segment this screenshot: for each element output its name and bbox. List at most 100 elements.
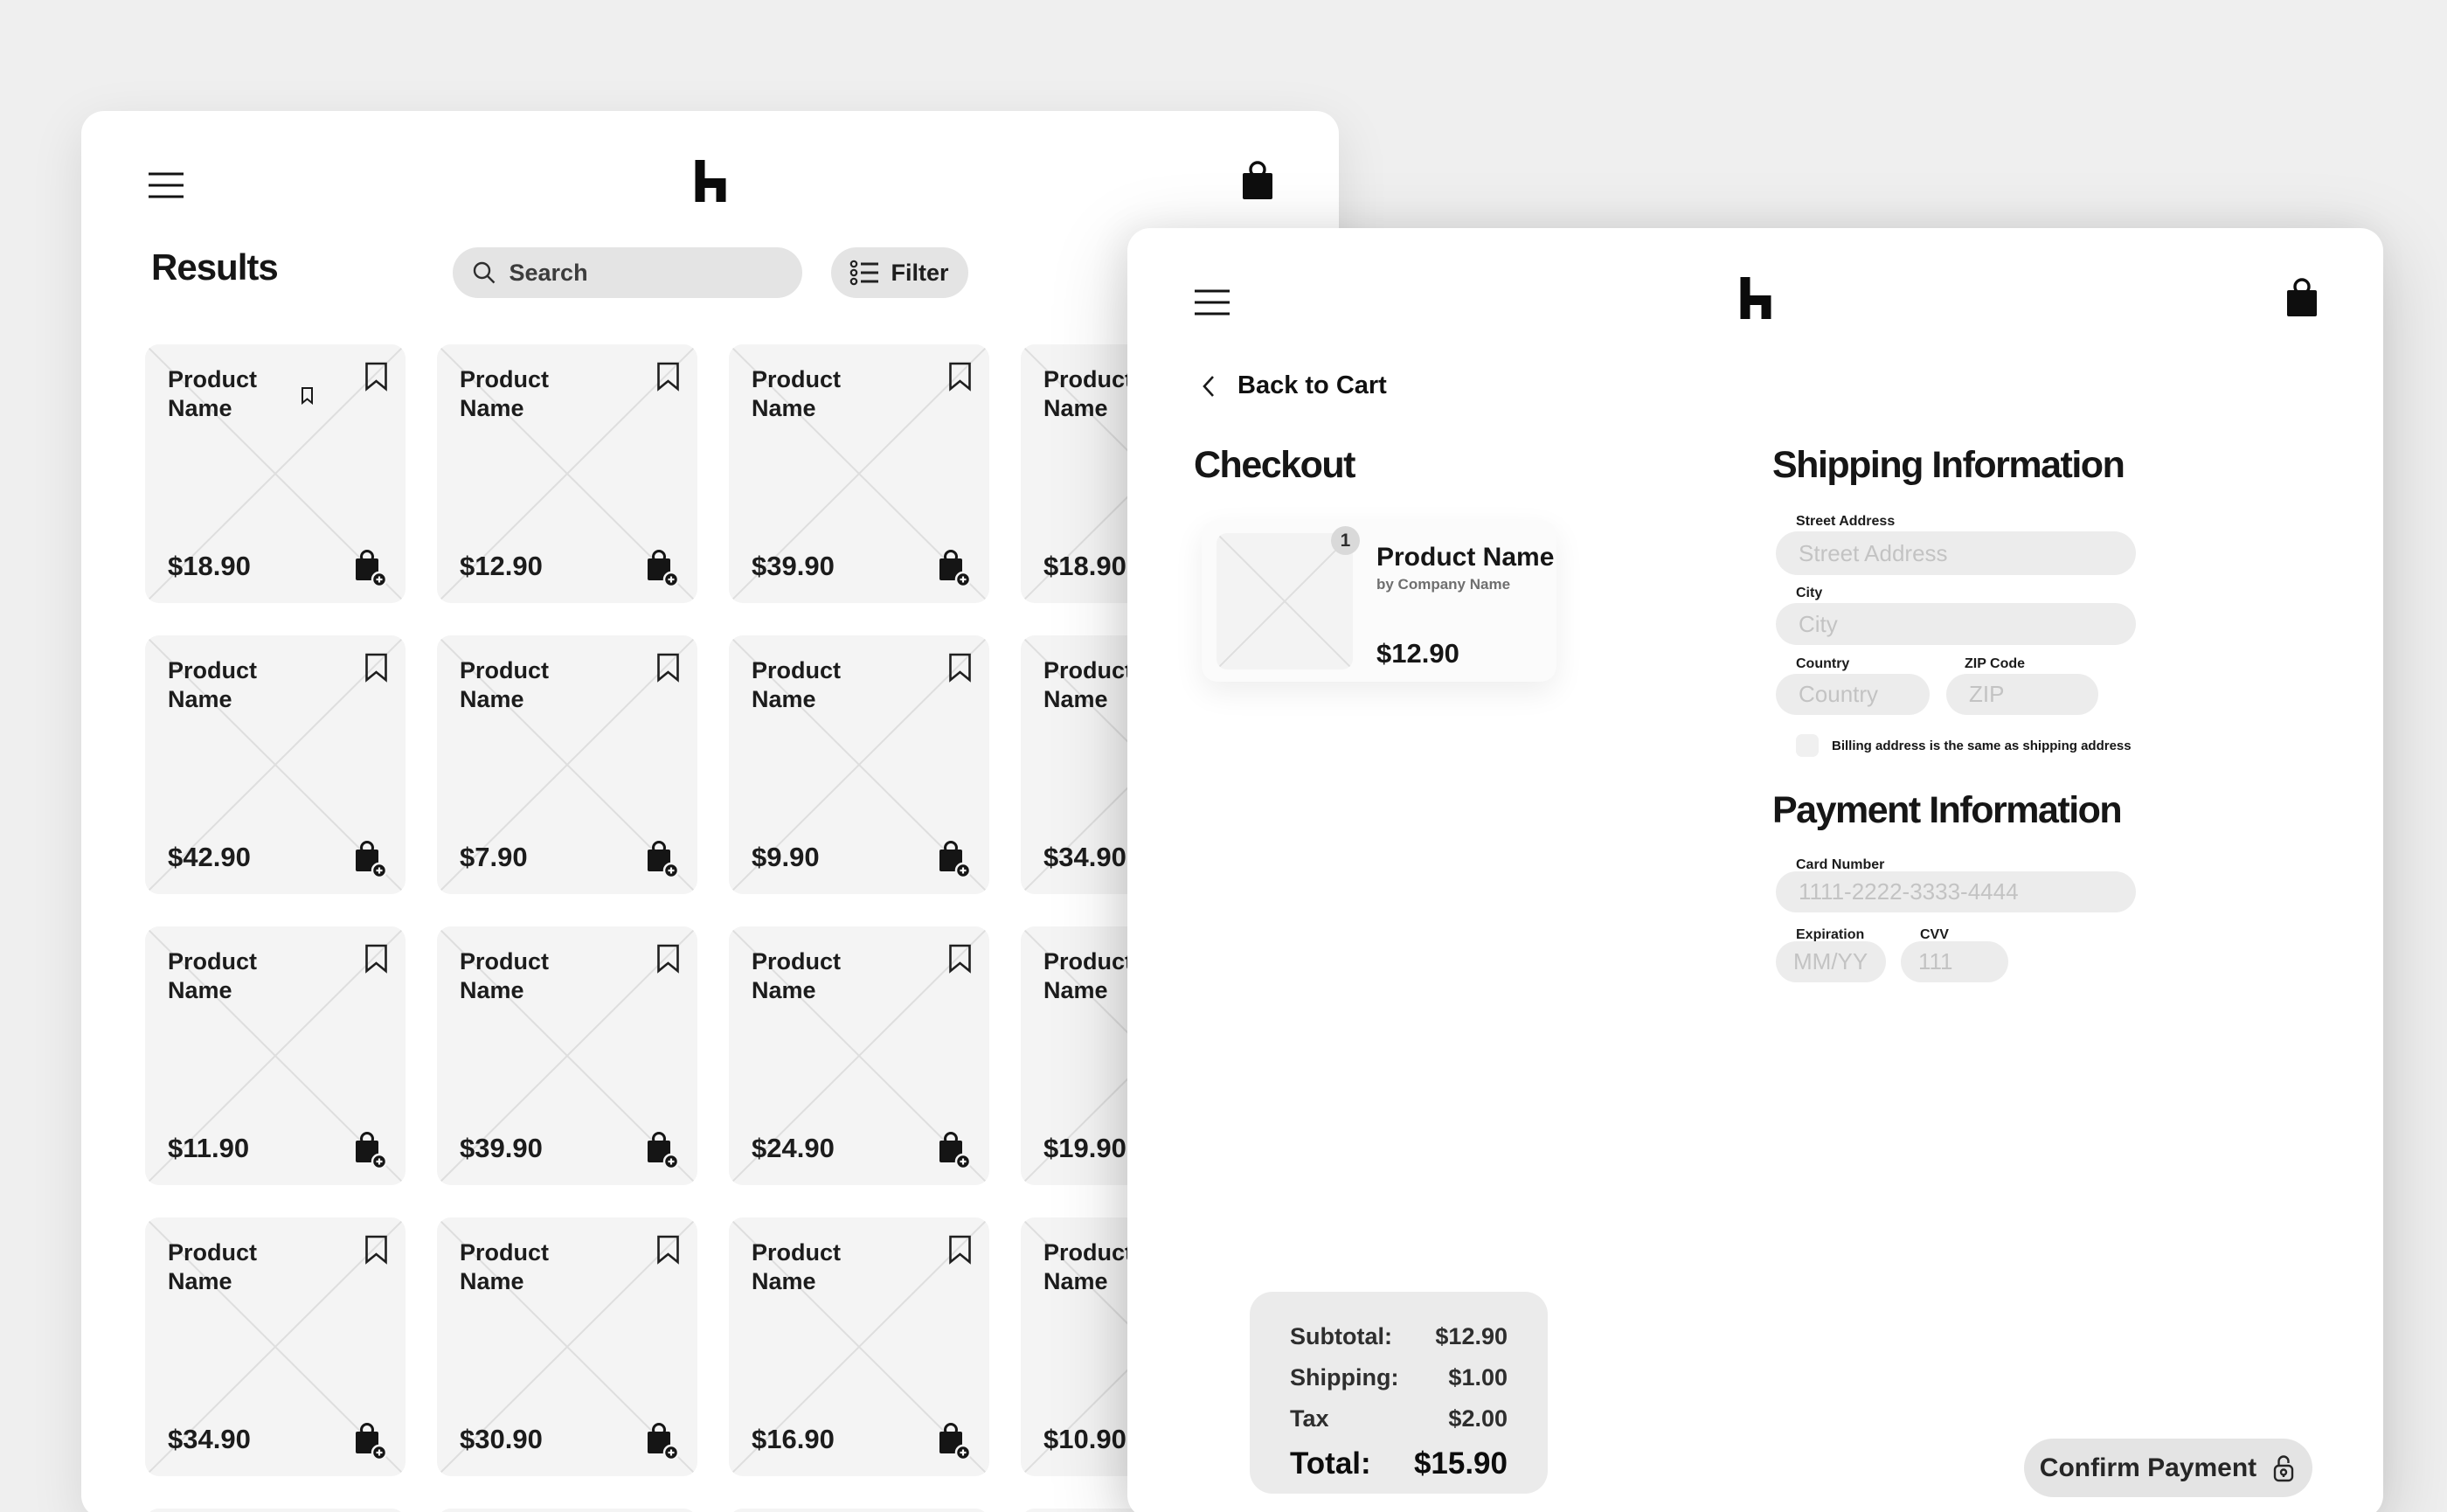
bookmark-icon — [657, 1235, 679, 1265]
product-card[interactable]: Product Name $18.90 — [145, 344, 406, 603]
bookmark-button[interactable] — [948, 944, 972, 974]
bag-add-icon — [356, 1132, 388, 1169]
menu-button[interactable] — [1195, 288, 1230, 316]
chevron-left-icon — [1203, 375, 1214, 397]
menu-button[interactable] — [149, 171, 184, 199]
bookmark-icon — [365, 653, 387, 683]
product-card[interactable]: Product Name $16.90 — [729, 1217, 989, 1476]
bookmark-button[interactable] — [364, 653, 388, 683]
bookmark-button[interactable] — [656, 944, 680, 974]
add-to-bag-button[interactable] — [937, 1131, 972, 1169]
bag-add-icon — [939, 1423, 972, 1460]
tax-label: Tax — [1290, 1405, 1329, 1432]
bookmark-button[interactable] — [364, 944, 388, 974]
product-name: Product Name — [752, 1239, 842, 1294]
tax-value: $2.00 — [1448, 1405, 1508, 1432]
bookmark-button[interactable] — [948, 653, 972, 683]
confirm-payment-button[interactable]: Confirm Payment — [2024, 1439, 2312, 1497]
zip-input[interactable] — [1946, 674, 2098, 715]
product-price: $9.90 — [752, 842, 820, 872]
bookmark-button[interactable] — [364, 1235, 388, 1265]
image-placeholder-x — [729, 1509, 989, 1512]
search-box[interactable] — [452, 247, 802, 298]
product-price: $18.90 — [168, 551, 251, 581]
product-card[interactable]: Product Name $39.90 — [729, 344, 989, 603]
bookmark-icon — [657, 362, 679, 392]
total-label: Total: — [1290, 1446, 1371, 1481]
product-card[interactable]: Product Name $11.90 — [145, 926, 406, 1185]
filter-button[interactable]: Filter — [830, 247, 968, 298]
product-card[interactable]: Product Name $9.90 — [729, 635, 989, 894]
bookmark-button[interactable] — [656, 1235, 680, 1265]
add-to-bag-button[interactable] — [937, 549, 972, 587]
product-card[interactable]: Product Name $24.90 — [729, 926, 989, 1185]
product-price: $42.90 — [168, 842, 251, 872]
summary-row-tax: Tax $2.00 — [1290, 1405, 1508, 1432]
product-card[interactable]: Product Name $39.90 — [437, 926, 697, 1185]
back-to-cart-link[interactable]: Back to Cart — [1203, 371, 1387, 400]
product-card[interactable]: Product Name $34.90 — [145, 1217, 406, 1476]
add-to-bag-button[interactable] — [645, 1131, 680, 1169]
confirm-payment-label: Confirm Payment — [2039, 1453, 2257, 1482]
bookmark-button[interactable] — [948, 1235, 972, 1265]
add-to-bag-button[interactable] — [353, 840, 388, 878]
product-card[interactable]: Product Name $30.90 — [437, 1217, 697, 1476]
product-name: Product Name — [168, 948, 258, 1003]
product-card[interactable]: Product Name $12.90 — [437, 344, 697, 603]
add-to-bag-button[interactable] — [353, 1131, 388, 1169]
search-input[interactable] — [509, 259, 783, 287]
cvv-input[interactable] — [1901, 941, 2008, 982]
product-card[interactable]: Product Name $7.90 — [437, 635, 697, 894]
product-name: Product Name — [1043, 657, 1133, 712]
bag-add-icon — [939, 841, 972, 878]
cart-button[interactable] — [1239, 160, 1276, 202]
cart-button[interactable] — [2284, 277, 2320, 319]
order-summary: Subtotal: $12.90 Shipping: $1.00 Tax $2.… — [1250, 1292, 1548, 1494]
bookmark-icon — [365, 944, 387, 974]
add-to-bag-button[interactable] — [937, 840, 972, 878]
product-price: $7.90 — [460, 842, 528, 872]
product-card-partial[interactable] — [437, 1509, 697, 1512]
country-input[interactable] — [1776, 674, 1930, 715]
card-number-label: Card Number — [1796, 857, 1885, 872]
product-price: $11.90 — [168, 1133, 250, 1163]
add-to-bag-button[interactable] — [645, 549, 680, 587]
country-label: Country — [1796, 656, 1850, 671]
expiration-input[interactable] — [1776, 941, 1886, 982]
product-price: $19.90 — [1043, 1133, 1126, 1163]
bookmark-small-icon — [302, 387, 313, 405]
street-input[interactable] — [1776, 531, 2136, 575]
add-to-bag-button[interactable] — [645, 1422, 680, 1460]
product-price: $18.90 — [1043, 551, 1126, 581]
lock-icon — [2273, 1454, 2294, 1481]
bag-icon — [1243, 161, 1272, 199]
search-icon — [473, 261, 495, 284]
bookmark-button[interactable] — [948, 362, 972, 392]
product-card-partial[interactable] — [145, 1509, 406, 1512]
bookmark-icon — [657, 944, 679, 974]
city-input[interactable] — [1776, 603, 2136, 645]
brand-logo-h — [1740, 277, 1771, 319]
bookmark-button[interactable] — [364, 362, 388, 392]
page-title: Results — [151, 246, 279, 288]
product-name: Product Name — [752, 657, 842, 712]
card-number-input[interactable] — [1776, 871, 2136, 912]
add-to-bag-button[interactable] — [645, 840, 680, 878]
product-card[interactable]: Product Name $42.90 — [145, 635, 406, 894]
product-name: Product Name — [1043, 366, 1133, 421]
search-filter-bar: Filter — [452, 247, 968, 298]
filter-list-icon — [850, 260, 879, 286]
add-to-bag-button[interactable] — [353, 549, 388, 587]
product-card-partial[interactable] — [729, 1509, 989, 1512]
bookmark-icon — [949, 944, 971, 974]
payment-heading: Payment Information — [1772, 789, 2123, 831]
bookmark-button[interactable] — [656, 653, 680, 683]
add-to-bag-button[interactable] — [353, 1422, 388, 1460]
add-to-bag-button[interactable] — [937, 1422, 972, 1460]
bookmark-icon — [949, 362, 971, 392]
bookmark-button[interactable] — [656, 362, 680, 392]
item-company: by Company Name — [1376, 576, 1511, 593]
bag-add-icon — [939, 1132, 972, 1169]
product-grid-overflow — [145, 1509, 1281, 1512]
billing-same-checkbox[interactable] — [1796, 734, 1819, 757]
